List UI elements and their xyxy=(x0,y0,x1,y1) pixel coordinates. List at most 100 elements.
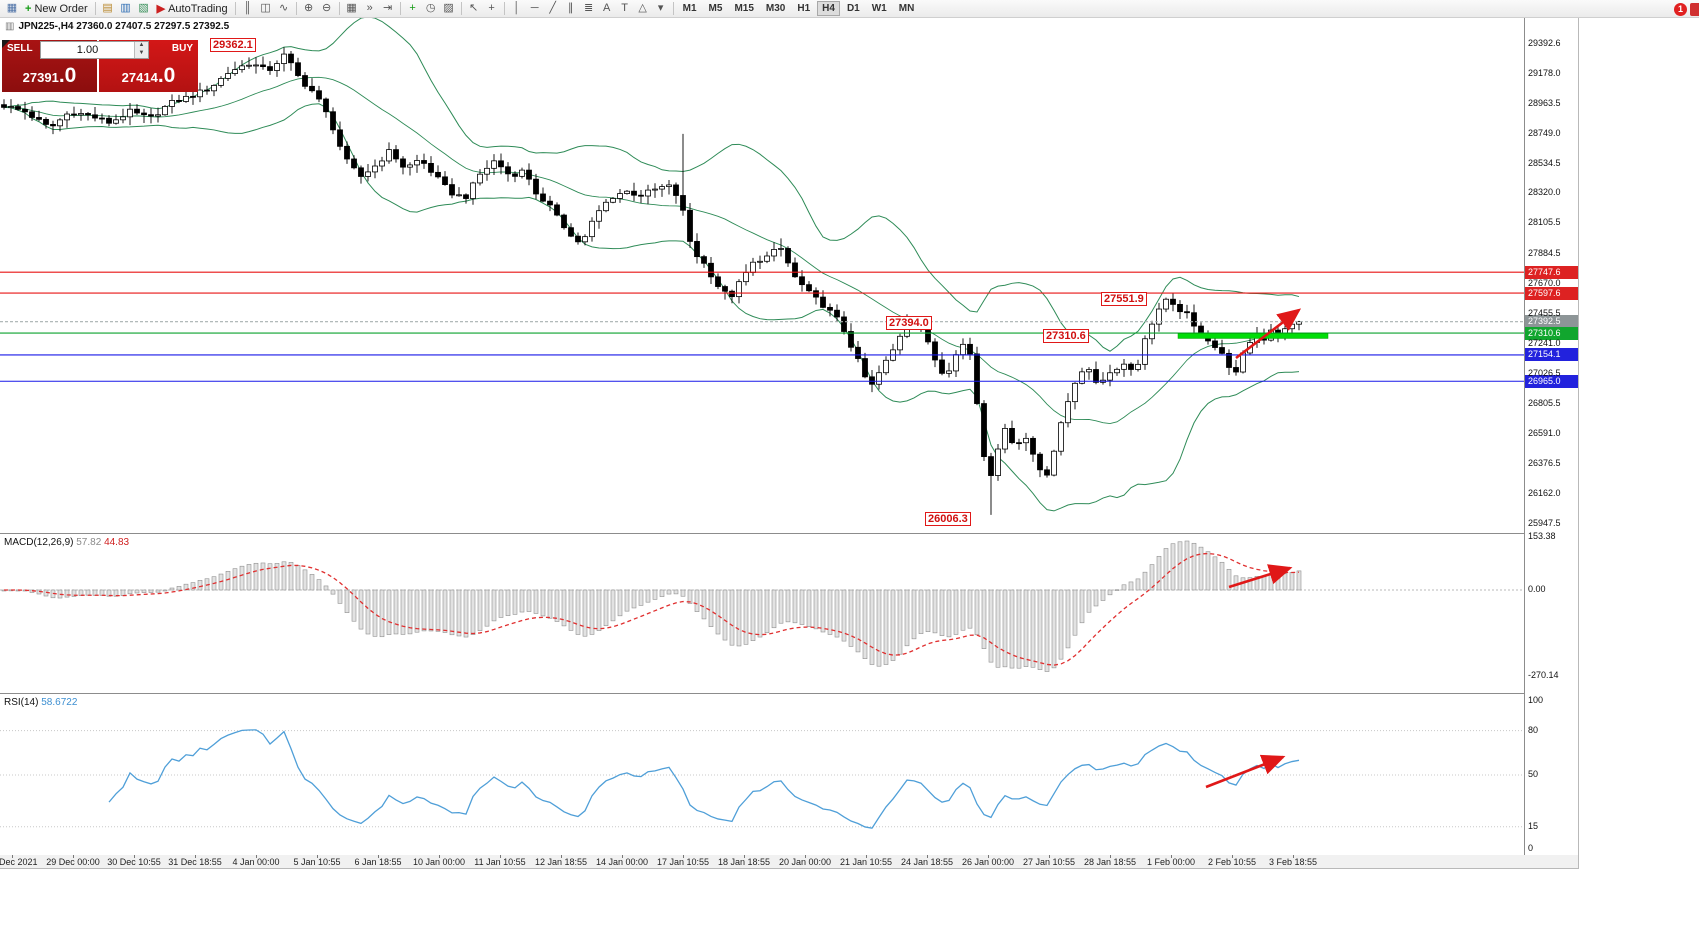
dropdown-icon[interactable]: ▾ xyxy=(657,2,664,14)
timeframe-h4[interactable]: H4 xyxy=(817,1,840,16)
time-tick xyxy=(622,855,623,858)
price-tag[interactable]: 27310.6 xyxy=(1043,329,1089,343)
rsi-name: RSI(14) xyxy=(4,697,39,708)
toolbar-separator xyxy=(338,2,340,15)
one-click-collapse-toggle[interactable] xyxy=(2,40,10,48)
chart-window-icon[interactable]: ▦ xyxy=(6,2,18,14)
toolbar-separator xyxy=(503,2,505,15)
play-icon: ▶ xyxy=(156,3,166,15)
macd-signal-value: 44.83 xyxy=(104,537,130,548)
strategy-tester-icon[interactable]: ▧ xyxy=(138,2,149,14)
price-tag[interactable]: 27551.9 xyxy=(1101,292,1147,306)
label-icon[interactable]: T xyxy=(621,2,628,14)
trendline-icon[interactable]: ╱ xyxy=(549,2,556,14)
channel-icon[interactable]: ∥ xyxy=(567,2,574,14)
time-tick xyxy=(378,855,379,858)
macd-scale-label: 153.38 xyxy=(1528,531,1556,541)
time-axis-label: 17 Jan 10:55 xyxy=(656,857,710,867)
timeframe-m30[interactable]: M30 xyxy=(765,3,786,14)
tile-windows-icon[interactable]: ▦ xyxy=(346,2,357,14)
price-level-badge: 26965.0 xyxy=(1525,374,1578,388)
text-icon[interactable]: A xyxy=(602,2,611,14)
macd-scale-label: -270.14 xyxy=(1528,670,1559,680)
chart-shift-icon[interactable]: ⇥ xyxy=(383,2,393,14)
time-axis-label: 6 Jan 18:55 xyxy=(354,857,402,867)
buy-price-main: 27414 xyxy=(121,70,158,85)
notification-badge[interactable]: 1 xyxy=(1674,2,1687,16)
timeframe-m1[interactable]: M1 xyxy=(682,3,697,14)
volume-up-button[interactable]: ▲ xyxy=(135,42,148,50)
price-scale-label: 28963.5 xyxy=(1528,97,1561,108)
new-order-button[interactable]: + New Order xyxy=(21,1,92,16)
volume-input[interactable] xyxy=(41,42,134,58)
time-axis-label: 5 Jan 10:55 xyxy=(293,857,341,867)
price-level-badge: 27597.6 xyxy=(1525,286,1578,300)
price-scale-label: 26162.0 xyxy=(1528,488,1561,499)
indicators-icon[interactable]: + xyxy=(409,2,416,14)
time-tick xyxy=(744,855,745,858)
timeframe-d1[interactable]: D1 xyxy=(846,3,860,14)
horizontal-line-icon[interactable]: ─ xyxy=(530,2,539,14)
one-click-trading-panel: SELL 27391.0 BUY 27414.0 ▲ ▼ xyxy=(2,40,198,92)
time-axis-label: 11 Jan 10:55 xyxy=(474,857,526,867)
price-scale[interactable] xyxy=(1524,18,1579,855)
macd-pane[interactable] xyxy=(0,534,1524,694)
fibonacci-icon[interactable]: ≣ xyxy=(584,2,594,14)
shapes-icon[interactable]: △ xyxy=(638,2,647,14)
time-axis[interactable] xyxy=(0,855,1579,869)
macd-label: MACD(12,26,9) 57.82 44.83 xyxy=(4,537,129,548)
time-tick xyxy=(317,855,318,858)
autotrading-button-label: AutoTrading xyxy=(168,2,228,15)
price-chart-pane[interactable] xyxy=(0,18,1524,534)
macd-value: 57.82 xyxy=(76,537,102,548)
candlestick-chart-icon[interactable]: ◫ xyxy=(260,2,271,14)
price-scale-label: 28749.0 xyxy=(1528,127,1561,138)
timeframe-h1[interactable]: H1 xyxy=(797,3,811,14)
time-tick xyxy=(134,855,135,858)
market-watch-icon[interactable]: ▥ xyxy=(120,2,131,14)
time-axis-label: 21 Jan 10:55 xyxy=(839,857,893,867)
bar-chart-icon[interactable]: ║ xyxy=(243,2,252,14)
timeframe-m5[interactable]: M5 xyxy=(708,3,723,14)
crosshair-icon[interactable]: + xyxy=(488,2,495,14)
volume-down-button[interactable]: ▼ xyxy=(135,50,148,58)
plus-icon: + xyxy=(25,2,32,15)
timeframe-w1[interactable]: W1 xyxy=(871,3,887,14)
periods-icon[interactable]: ◷ xyxy=(425,2,436,14)
time-axis-label: 10 Jan 00:00 xyxy=(412,857,466,867)
templates-icon[interactable]: ▨ xyxy=(443,2,454,14)
time-tick xyxy=(439,855,440,858)
price-tag[interactable]: 26006.3 xyxy=(925,512,971,526)
rsi-pane[interactable] xyxy=(0,694,1524,856)
autotrading-button[interactable]: ▶ AutoTrading xyxy=(153,1,232,16)
macd-name: MACD(12,26,9) xyxy=(4,537,74,548)
auto-scroll-icon[interactable]: » xyxy=(366,2,373,14)
time-axis-label: 29 Dec 00:00 xyxy=(46,857,100,867)
price-scale-label: 28105.5 xyxy=(1528,217,1561,228)
price-scale-label: 29178.0 xyxy=(1528,67,1561,78)
price-tag[interactable]: 29362.1 xyxy=(210,38,256,52)
price-scale-label: 26805.5 xyxy=(1528,398,1561,409)
cursor-icon[interactable]: ↖ xyxy=(469,2,479,14)
ohlc-text: JPN225-,H4 27360.0 27407.5 27297.5 27392… xyxy=(18,21,230,32)
edge-icon[interactable] xyxy=(1690,2,1699,16)
zoom-in-icon[interactable]: ⊕ xyxy=(304,2,314,14)
price-level-badge: 27310.6 xyxy=(1525,326,1578,340)
price-scale-label: 27241.0 xyxy=(1528,337,1561,348)
timeframe-m15[interactable]: M15 xyxy=(734,3,754,14)
timeframe-mn[interactable]: MN xyxy=(898,3,915,14)
buy-price-frac: .0 xyxy=(157,64,176,87)
line-chart-icon[interactable]: ∿ xyxy=(279,2,289,14)
toolbar-separator xyxy=(399,2,401,15)
price-scale-label: 29392.6 xyxy=(1528,37,1561,48)
zoom-out-icon[interactable]: ⊖ xyxy=(322,2,332,14)
terminal-icon[interactable]: ▤ xyxy=(102,2,113,14)
time-tick xyxy=(927,855,928,858)
price-level-badge: 27154.1 xyxy=(1525,348,1578,362)
vertical-line-icon[interactable]: │ xyxy=(513,2,521,14)
price-tag[interactable]: 27394.0 xyxy=(886,316,932,330)
time-tick xyxy=(866,855,867,858)
time-axis-label: 26 Jan 00:00 xyxy=(961,857,1015,867)
price-level-badge: 27747.6 xyxy=(1525,265,1578,279)
